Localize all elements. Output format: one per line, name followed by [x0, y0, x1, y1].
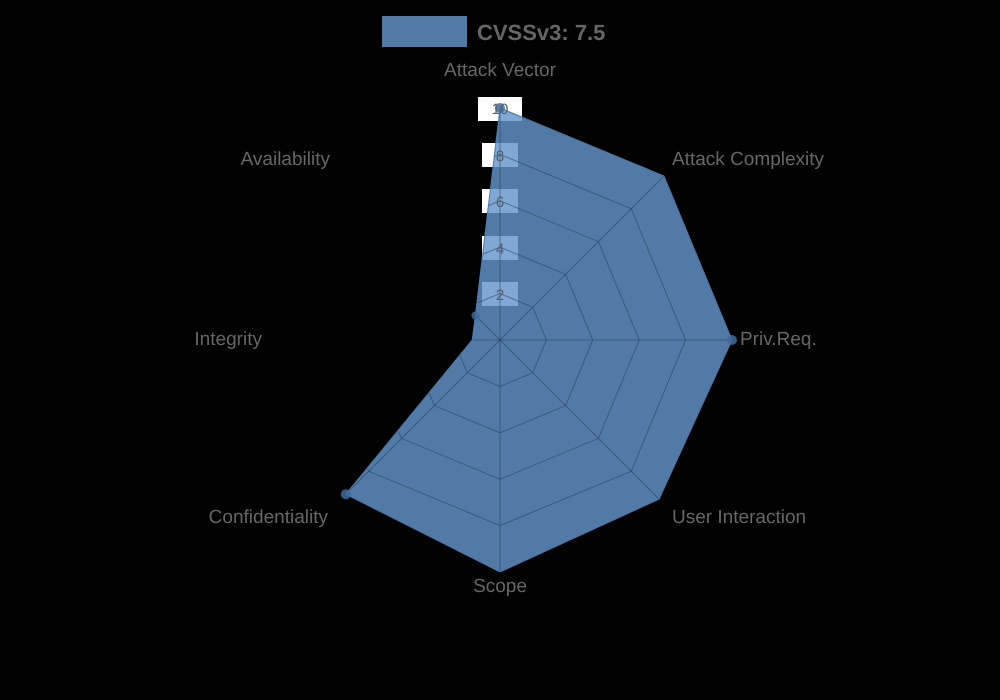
- svg-text:Confidentiality: Confidentiality: [209, 507, 329, 528]
- svg-text:Scope: Scope: [473, 576, 527, 597]
- svg-text:2: 2: [496, 287, 504, 304]
- svg-text:CVSSv3: 7.5: CVSSv3: 7.5: [477, 20, 605, 45]
- svg-text:Availability: Availability: [241, 149, 331, 170]
- svg-text:Priv.Req.: Priv.Req.: [740, 329, 817, 350]
- svg-text:Integrity: Integrity: [194, 329, 262, 350]
- svg-text:Attack Complexity: Attack Complexity: [672, 149, 825, 170]
- svg-text:6: 6: [496, 194, 504, 211]
- svg-text:4: 4: [496, 241, 504, 258]
- svg-text:10: 10: [492, 101, 509, 118]
- svg-text:User Interaction: User Interaction: [672, 507, 806, 528]
- svg-text:8: 8: [496, 148, 504, 165]
- svg-text:Attack Vector: Attack Vector: [444, 60, 557, 81]
